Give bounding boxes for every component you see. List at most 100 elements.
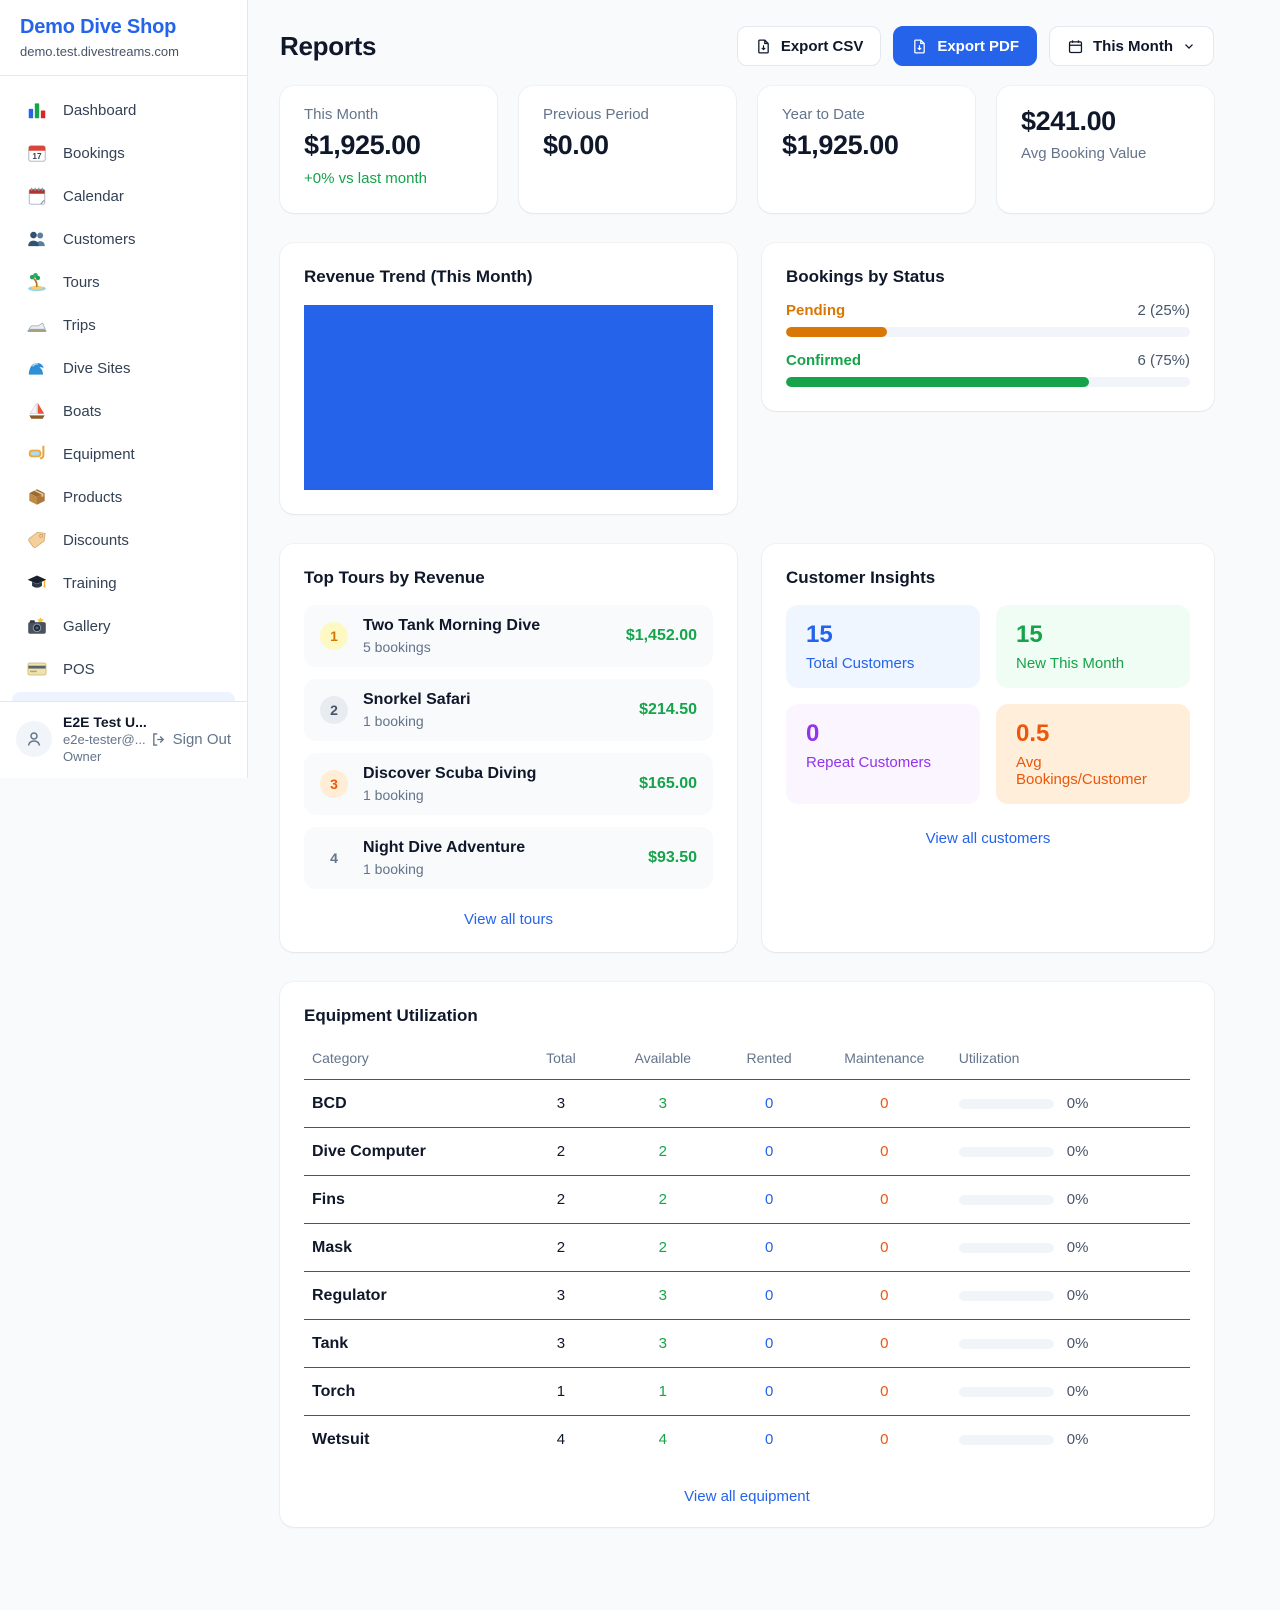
status-label: Confirmed (786, 352, 861, 369)
equipment-maintenance: 0 (817, 1319, 951, 1368)
table-row: Fins 2 2 0 0 0% (304, 1175, 1190, 1224)
status-label: Pending (786, 302, 846, 319)
column-header-rented: Rented (720, 1040, 818, 1080)
tour-item: 4 Night Dive Adventure 1 booking $93.50 (304, 827, 713, 889)
tour-name: Two Tank Morning Dive (363, 617, 541, 634)
revenue-trend-title: Revenue Trend (This Month) (304, 267, 533, 286)
equipment-rented: 0 (720, 1127, 818, 1176)
utilization-percent: 0% (1066, 1143, 1089, 1160)
equipment-rented: 0 (720, 1367, 818, 1416)
tile-label: Total Customers (806, 655, 915, 672)
rank-badge: 4 (330, 850, 338, 866)
table-row: BCD 3 3 0 0 0% (304, 1079, 1190, 1128)
file-download-icon (755, 38, 772, 55)
utilization-bar (958, 1194, 1054, 1205)
sidebar-item-bookings[interactable]: 17 Bookings (12, 133, 235, 173)
sidebar-item-dive-sites[interactable]: Dive Sites (12, 348, 235, 388)
view-all-equipment-link[interactable]: View all equipment (684, 1487, 810, 1505)
equipment-maintenance: 0 (817, 1223, 951, 1272)
table-row: Wetsuit 4 4 0 0 0% (304, 1416, 1190, 1464)
column-header-total: Total (516, 1040, 606, 1080)
status-row-pending: Pending 2 (25%) (786, 302, 1190, 337)
stat-value: $241.00 (1021, 106, 1116, 136)
equipment-maintenance: 0 (880, 1431, 889, 1449)
camera-icon (26, 615, 48, 637)
sidebar-item-products[interactable]: Products (12, 477, 235, 517)
tour-revenue: $214.50 (639, 701, 697, 718)
user-panel: E2E Test U... e2e-tester@... Owner Sign … (0, 701, 247, 778)
tour-name: Discover Scuba Diving (363, 765, 537, 782)
utilization-bar (958, 1386, 1054, 1397)
tile-label: Repeat Customers (806, 754, 932, 771)
stat-label: This Month (304, 106, 379, 123)
status-progress-bar (786, 327, 1190, 337)
rank-badge: 3 (320, 770, 348, 798)
stat-label: Previous Period (543, 106, 649, 123)
equipment-available: 2 (605, 1223, 721, 1272)
sidebar-item-equipment[interactable]: Equipment (12, 434, 235, 474)
view-all-tours-link[interactable]: View all tours (464, 911, 553, 928)
status-progress-bar (786, 377, 1190, 387)
utilization-bar (958, 1290, 1054, 1301)
utilization-percent: 0% (1066, 1335, 1089, 1352)
sailboat-icon (26, 400, 48, 422)
utilization-bar (958, 1146, 1054, 1157)
stats-row: This Month $1,925.00 +0% vs last month Prev… (280, 86, 1214, 213)
utilization-percent: 0% (1066, 1431, 1089, 1449)
sidebar-item-label: Calendar (63, 187, 124, 205)
equipment-total: 3 (516, 1319, 606, 1368)
speedboat-icon (26, 314, 48, 336)
sidebar-item-discounts[interactable]: Discounts (12, 520, 235, 560)
equipment-maintenance: 0 (817, 1127, 951, 1176)
tile-value: 0 (806, 720, 820, 747)
equipment-available: 3 (605, 1319, 721, 1368)
stat-card-previous-period: Previous Period $0.00 (519, 86, 736, 213)
equipment-available: 3 (605, 1271, 721, 1320)
sidebar-item-training[interactable]: Training (12, 563, 235, 603)
customer-insights-card: Customer Insights 15 Total Customers 15 New… (762, 544, 1214, 952)
sidebar-item-boats[interactable]: Boats (12, 391, 235, 431)
tour-revenue: $1,452.00 (625, 627, 697, 644)
sidebar-item-calendar[interactable]: Calendar (12, 176, 235, 216)
utilization-percent: 0% (1066, 1191, 1089, 1208)
sidebar-item-trips[interactable]: Trips (12, 305, 235, 345)
tour-name: Night Dive Adventure (363, 839, 526, 856)
export-pdf-label: Export PDF (937, 37, 1020, 55)
tag-icon (26, 529, 48, 551)
export-csv-button[interactable]: Export CSV (736, 26, 882, 66)
sidebar-item-label: POS (63, 660, 95, 678)
rank-badge: 2 (320, 696, 348, 724)
package-icon (26, 486, 48, 508)
sidebar-item-label: Dive Sites (63, 359, 131, 377)
equipment-category: Tank (304, 1319, 517, 1368)
sidebar-item-customers[interactable]: Customers (12, 219, 235, 259)
sidebar-item-dashboard[interactable]: Dashboard (12, 90, 235, 130)
column-header-maintenance: Maintenance (817, 1040, 951, 1080)
main-content: Reports Export CSV Export PDF This Month (248, 0, 1280, 1575)
sidebar-item-label: Dashboard (63, 101, 137, 119)
sidebar-item-tours[interactable]: Tours (12, 262, 235, 302)
top-tours-card: Top Tours by Revenue 1 Two Tank Morning D… (280, 544, 737, 952)
sidebar-item-pos[interactable]: POS (12, 649, 235, 689)
tour-revenue: $93.50 (648, 849, 697, 866)
period-selector[interactable]: This Month (1049, 26, 1214, 66)
insight-tile-new-this-month: 15 New This Month (996, 605, 1190, 688)
sign-out-button[interactable]: Sign Out (150, 731, 231, 748)
equipment-rented: 0 (720, 1223, 818, 1272)
sidebar-item-active-clipped[interactable] (12, 692, 235, 701)
stat-label: Year to Date (782, 106, 865, 123)
view-all-customers-link[interactable]: View all customers (925, 830, 1051, 847)
utilization-percent: 0% (1066, 1383, 1089, 1400)
utilization-bar (958, 1338, 1054, 1349)
header-actions: Export CSV Export PDF This Month (736, 26, 1214, 66)
equipment-maintenance: 0 (817, 1367, 951, 1416)
rank-badge: 1 (320, 622, 348, 650)
export-pdf-button[interactable]: Export PDF (893, 26, 1038, 66)
equipment-category: Dive Computer (304, 1127, 517, 1176)
status-rows: Pending 2 (25%) Confirmed 6 (75%) (786, 302, 1190, 387)
credit-card-icon (26, 658, 48, 680)
stat-card-year-to-date: Year to Date $1,925.00 (758, 86, 975, 213)
sidebar-item-gallery[interactable]: Gallery (12, 606, 235, 646)
tile-value: 15 (806, 621, 833, 648)
stat-card-avg-booking-value: $241.00 Avg Booking Value (997, 86, 1214, 213)
